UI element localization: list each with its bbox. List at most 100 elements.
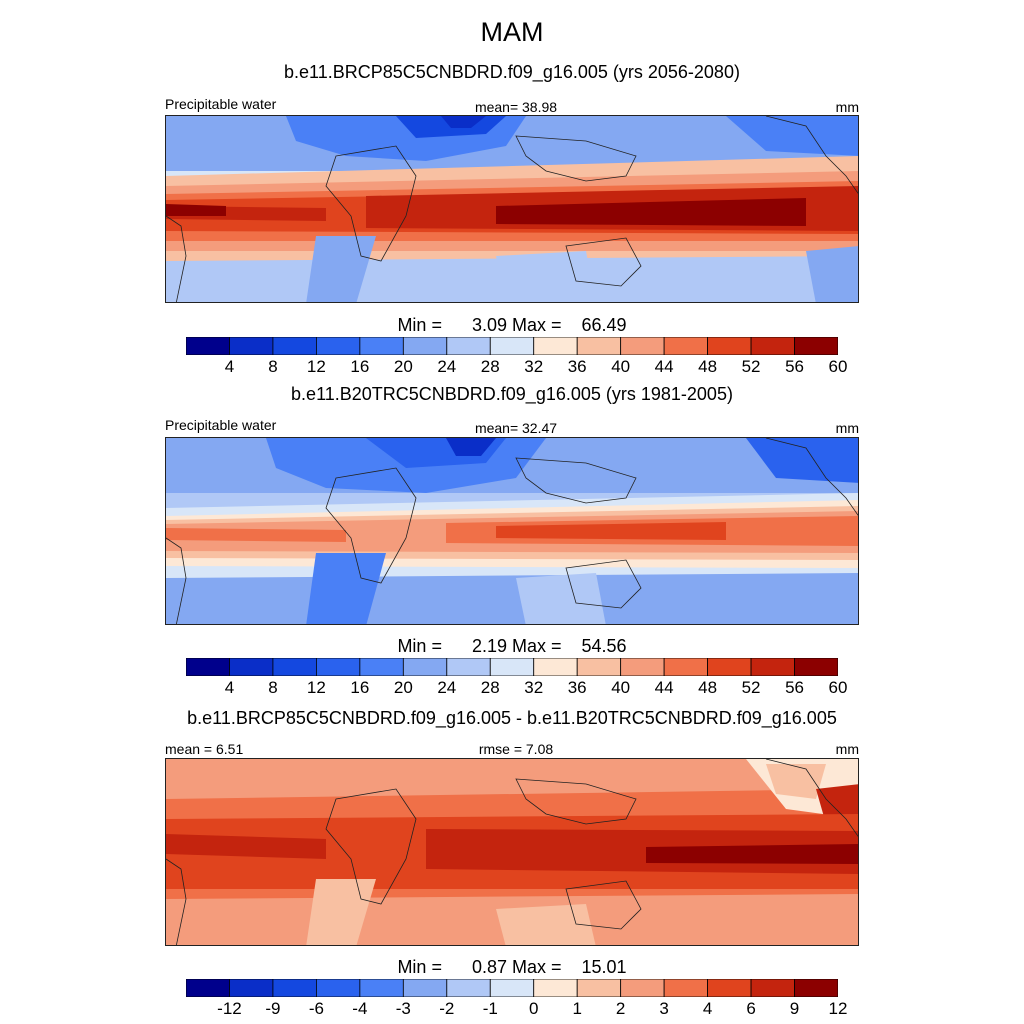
colorbar-swatch xyxy=(707,658,752,676)
figure-title: MAM xyxy=(480,17,544,47)
colorbar-swatch xyxy=(794,658,838,676)
colorbar-tick-label: 48 xyxy=(698,357,718,376)
colorbar-tick-label: 4 xyxy=(224,678,235,697)
panel-2-colorbar-ticks: 4 8 12 16 20 24 28 32 36 40 44 48 52 56 60 xyxy=(0,678,1024,700)
panel-1-max-value: 66.49 xyxy=(581,315,627,335)
colorbar-swatch xyxy=(620,337,665,355)
colorbar-tick-label: 28 xyxy=(480,678,500,697)
panel-2-mean-label: mean= 32.47 xyxy=(474,420,558,436)
colorbar-tick-label: 28 xyxy=(480,357,500,376)
colorbar-swatch xyxy=(533,337,578,355)
colorbar-swatch xyxy=(576,337,622,355)
colorbar-swatch xyxy=(533,658,578,676)
colorbar-tick-label: 12 xyxy=(828,999,848,1018)
colorbar-swatch xyxy=(272,658,317,676)
colorbar-swatch xyxy=(620,658,665,676)
colorbar-swatch xyxy=(533,979,578,997)
colorbar-tick-label: -3 xyxy=(395,999,411,1018)
colorbar-tick-label: 9 xyxy=(789,999,800,1018)
colorbar-tick-label: 8 xyxy=(268,678,278,697)
colorbar-tick-label: 60 xyxy=(828,357,848,376)
colorbar-swatch xyxy=(446,979,491,997)
panel-2-min-label: Min = xyxy=(397,636,442,656)
colorbar-tick-label: 36 xyxy=(567,678,587,697)
panel-1-mean-label: mean= 38.98 xyxy=(474,99,558,115)
panel-3-map xyxy=(165,758,859,946)
colorbar-tick-label: 20 xyxy=(393,678,413,697)
colorbar-svg xyxy=(186,658,838,676)
colorbar-swatch xyxy=(707,337,752,355)
panel-1-colorbar xyxy=(186,337,838,355)
colorbar-tick-label: -6 xyxy=(308,999,324,1018)
colorbar-tick-label: -2 xyxy=(439,999,455,1018)
panel-3-max-value: 15.01 xyxy=(581,957,627,977)
panel-2-max-value: 54.56 xyxy=(581,636,627,656)
panel-3-max-label: Max = xyxy=(512,957,562,977)
colorbar-swatch xyxy=(359,658,404,676)
colorbar-tick-label: 56 xyxy=(785,357,804,376)
colorbar-swatch xyxy=(229,337,274,355)
colorbar-tick-label: 24 xyxy=(437,678,457,697)
colorbar-tick-label: 2 xyxy=(615,999,626,1018)
panel-3-mean-label: mean = 6.51 xyxy=(165,741,244,757)
colorbar-tick-label: 52 xyxy=(741,678,761,697)
colorbar-swatch xyxy=(707,979,752,997)
panel-1-colorbar-ticks: 4 8 12 16 20 24 28 32 36 40 44 48 52 56 60 xyxy=(0,357,1024,379)
panel-2-max-label: Max = xyxy=(512,636,562,656)
panel-2-map-field xyxy=(166,438,858,624)
colorbar-tick-label: 36 xyxy=(567,357,587,376)
colorbar-swatch xyxy=(359,337,404,355)
colorbar-swatch xyxy=(186,979,230,997)
colorbar-swatch xyxy=(794,979,838,997)
colorbar-swatch xyxy=(272,979,317,997)
colorbar-tick-label: 16 xyxy=(350,678,370,697)
colorbar-tick-label: -1 xyxy=(482,999,498,1018)
colorbar-tick-label: 40 xyxy=(611,678,631,697)
panel-1-units-label: mm xyxy=(835,99,859,115)
colorbar-svg xyxy=(186,337,838,355)
colorbar-swatch xyxy=(576,979,622,997)
colorbar-swatch xyxy=(402,337,448,355)
colorbar-tick-label: 44 xyxy=(654,678,674,697)
panel-1-title: b.e11.BRCP85C5CNBDRD.f09_g16.005 (yrs 20… xyxy=(284,62,740,82)
colorbar-tick-label: -4 xyxy=(352,999,368,1018)
panel-1-minmax: Min = 3.09 Max = 66.49 xyxy=(0,315,1024,336)
colorbar-swatch xyxy=(663,979,708,997)
colorbar-swatch xyxy=(750,337,795,355)
colorbar-swatch xyxy=(489,658,535,676)
colorbar-tick-label: 60 xyxy=(828,678,848,697)
panel-3-min-value: 0.87 xyxy=(471,957,507,977)
panel-3-colorbar xyxy=(186,979,838,997)
colorbar-tick-label: 16 xyxy=(350,357,370,376)
colorbar-swatch xyxy=(576,658,622,676)
colorbar-tick-label: 44 xyxy=(654,357,674,376)
colorbar-tick-label: 32 xyxy=(524,357,544,376)
colorbar-svg xyxy=(186,979,838,997)
colorbar-swatch xyxy=(229,658,274,676)
colorbar-tick-label: 1 xyxy=(572,999,582,1018)
colorbar-swatch xyxy=(186,658,230,676)
colorbar-tick-label: 12 xyxy=(306,678,326,697)
colorbar-swatch xyxy=(315,337,361,355)
colorbar-tick-label: 48 xyxy=(698,678,718,697)
colorbar-tick-label: -12 xyxy=(217,999,242,1018)
colorbar-swatch xyxy=(489,979,535,997)
colorbar-swatch xyxy=(272,337,317,355)
panel-3-units-label: mm xyxy=(835,741,859,757)
colorbar-tick-label: 0 xyxy=(528,999,539,1018)
colorbar-swatch xyxy=(359,979,404,997)
panel-1-min-value: 3.09 xyxy=(471,315,507,335)
colorbar-tick-label: 4 xyxy=(224,357,235,376)
colorbar-swatch xyxy=(750,658,795,676)
colorbar-swatch xyxy=(489,337,535,355)
panel-3-minmax: Min = 0.87 Max = 15.01 xyxy=(0,957,1024,978)
panel-2-min-value: 2.19 xyxy=(471,636,507,656)
panel-2-colorbar xyxy=(186,658,838,676)
colorbar-swatch xyxy=(446,658,491,676)
colorbar-tick-label: 12 xyxy=(306,357,326,376)
panel-2-map xyxy=(165,437,859,625)
panel-1-variable-label: Precipitable water xyxy=(165,96,277,112)
panel-1-max-label: Max = xyxy=(512,315,562,335)
panel-1-map xyxy=(165,115,859,303)
colorbar-swatch xyxy=(663,658,708,676)
